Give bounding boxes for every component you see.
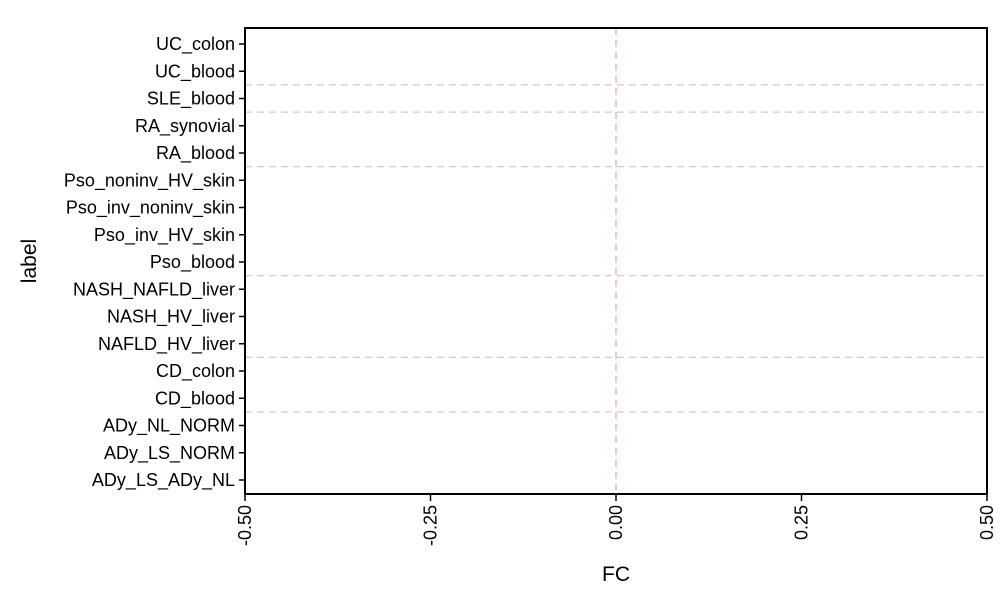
y-tick-label-CD_blood: CD_blood xyxy=(155,388,235,409)
x-tick-label-0.50: 0.50 xyxy=(977,505,997,540)
y-tick-label-Pso_inv_noninv_skin: Pso_inv_noninv_skin xyxy=(66,198,235,219)
y-tick-label-UC_colon: UC_colon xyxy=(156,34,235,55)
x-tick-label--0.25: -0.25 xyxy=(421,505,441,546)
group-separators xyxy=(245,84,987,413)
y-tick-label-CD_colon: CD_colon xyxy=(156,361,235,382)
y-tick-label-Pso_blood: Pso_blood xyxy=(150,252,235,273)
y-axis-title: label xyxy=(18,239,41,283)
y-tick-label-RA_synovial: RA_synovial xyxy=(135,116,235,137)
y-tick-label-NASH_NAFLD_liver: NASH_NAFLD_liver xyxy=(73,279,235,300)
y-axis: UC_colon UC_blood SLE_blood RA_synovial RA_b… xyxy=(64,34,245,491)
y-tick-label-RA_blood: RA_blood xyxy=(156,143,235,164)
y-tick-label-NASH_HV_liver: NASH_HV_liver xyxy=(107,307,235,328)
x-axis: -0.50 -0.25 0.00 0.25 0.50 xyxy=(235,494,997,546)
y-tick-label-ADy_NL_NORM: ADy_NL_NORM xyxy=(103,416,235,437)
x-tick-label-0.00: 0.00 xyxy=(606,505,626,540)
y-tick-label-Pso_noninv_HV_skin: Pso_noninv_HV_skin xyxy=(64,170,235,191)
y-tick-label-SLE_blood: SLE_blood xyxy=(147,89,235,110)
x-tick-label--0.50: -0.50 xyxy=(235,505,255,546)
x-tick-label-0.25: 0.25 xyxy=(792,505,812,540)
x-axis-title: FC xyxy=(602,563,630,586)
y-tick-label-ADy_LS_ADy_NL: ADy_LS_ADy_NL xyxy=(92,470,235,491)
y-tick-label-Pso_inv_HV_skin: Pso_inv_HV_skin xyxy=(94,225,235,246)
y-tick-label-NAFLD_HV_liver: NAFLD_HV_liver xyxy=(98,334,235,355)
y-tick-label-UC_blood: UC_blood xyxy=(155,61,235,82)
y-tick-label-ADy_LS_NORM: ADy_LS_NORM xyxy=(104,443,235,464)
